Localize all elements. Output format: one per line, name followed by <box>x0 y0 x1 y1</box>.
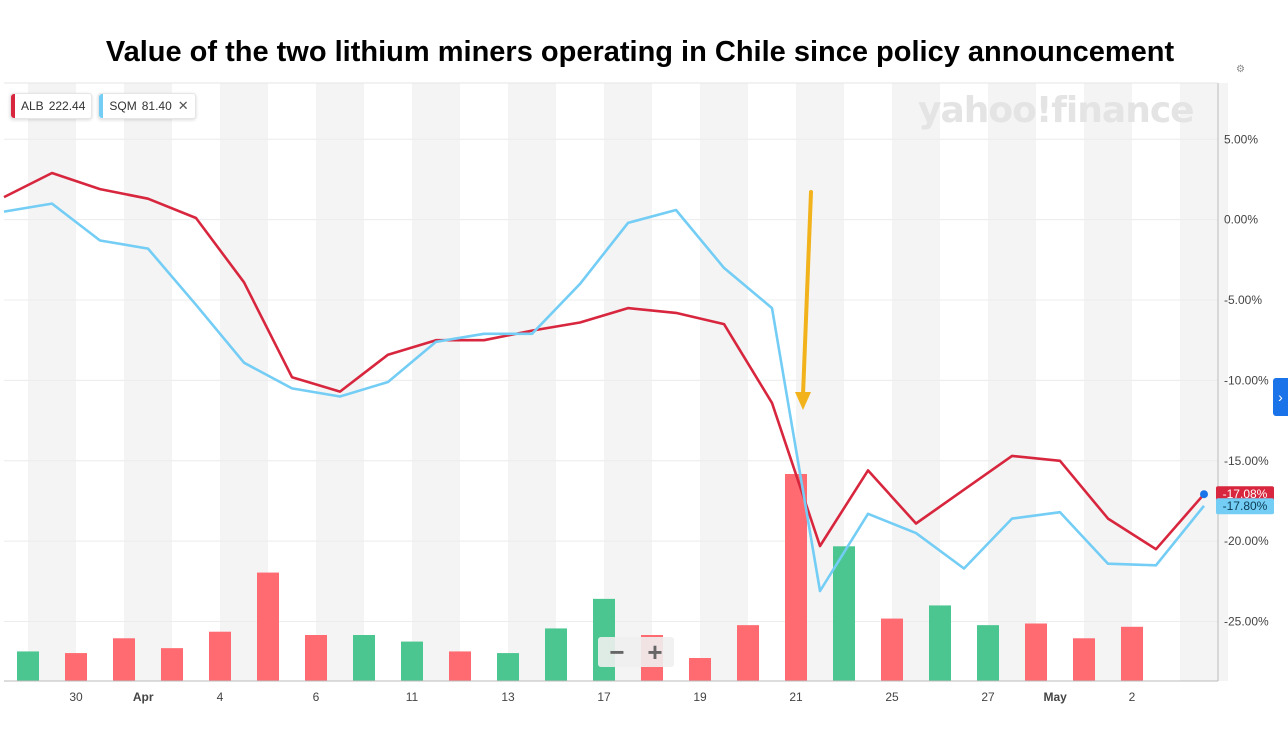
y-tick-label: -20.00% <box>1224 534 1269 548</box>
volume-bar <box>545 628 567 681</box>
volume-bar <box>257 572 279 681</box>
grid-lines <box>4 138 1218 623</box>
yahoo-finance-watermark: yahoo!finance <box>918 90 1195 131</box>
background-band <box>604 83 652 681</box>
annotation-arrow-head <box>795 392 811 410</box>
background-band <box>316 83 364 681</box>
volume-bar <box>1073 638 1095 681</box>
x-tick-label: 13 <box>501 690 515 704</box>
last-value-badge <box>1216 498 1274 515</box>
last-value-label: -17.80% <box>1223 499 1268 513</box>
legend-color-sqm <box>99 94 104 118</box>
volume-bar <box>353 635 375 681</box>
volume-bar <box>65 653 87 681</box>
x-tick-label: 30 <box>69 690 83 704</box>
y-tick-label: -25.00% <box>1224 615 1269 629</box>
volume-bar <box>833 546 855 681</box>
volume-bar <box>785 474 807 681</box>
x-tick-label: 27 <box>981 690 995 704</box>
x-tick-label: 19 <box>693 690 707 704</box>
y-tick-label: -10.00% <box>1224 373 1269 387</box>
background-band <box>892 83 940 681</box>
x-tick-label: 2 <box>1129 690 1136 704</box>
volume-bar <box>17 651 39 681</box>
volume-bar <box>449 651 471 681</box>
background-band <box>508 83 556 681</box>
background-band <box>988 83 1036 681</box>
x-tick-label: 21 <box>789 690 803 704</box>
background-band <box>700 83 748 681</box>
volume-bar <box>929 605 951 681</box>
x-tick-label: 11 <box>406 690 419 704</box>
legend-chip-alb[interactable]: ALB 222.44 <box>10 93 93 119</box>
expand-panel-button[interactable]: › <box>1273 378 1288 416</box>
background-band <box>1180 83 1228 681</box>
chart-title: Value of the two lithium miners operatin… <box>105 36 1175 68</box>
x-tick-label: 6 <box>313 690 320 704</box>
settings-icon[interactable]: ⚙ <box>1236 64 1245 75</box>
zoom-out-button[interactable]: − <box>609 636 625 667</box>
y-tick-label: 5.00% <box>1224 132 1258 146</box>
series-line-alb <box>3 171 1205 551</box>
volume-bar <box>977 625 999 681</box>
volume-bar <box>401 641 423 681</box>
background-band <box>124 83 172 681</box>
annotation-arrow <box>795 190 813 410</box>
volume-bar <box>689 658 711 681</box>
last-point-dot <box>1200 490 1208 499</box>
x-tick-label: Apr <box>133 690 154 704</box>
legend: ALB 222.44 SQM 81.40 ✕ <box>10 93 196 119</box>
zoom-in-button[interactable]: + <box>647 636 663 667</box>
volume-bar <box>1121 626 1143 681</box>
last-value-label: -17.08% <box>1223 487 1268 501</box>
volume-bar <box>1025 623 1047 681</box>
volume-bar <box>737 625 759 681</box>
legend-symbol: ALB <box>21 99 44 113</box>
annotation-arrow-shaft <box>801 190 813 397</box>
volume-bar <box>881 618 903 681</box>
axes: 5.00% 0.00% -5.00% -10.00% -15.00% -20.00% -25… <box>4 82 1269 704</box>
volume-bar <box>497 653 519 681</box>
legend-value: 222.44 <box>48 99 86 113</box>
legend-symbol: SQM <box>109 99 137 113</box>
background-band <box>412 83 460 681</box>
close-icon[interactable]: ✕ <box>177 98 189 113</box>
x-tick-label: 17 <box>597 690 611 704</box>
y-tick-label: -15.00% <box>1224 454 1269 468</box>
last-value-labels: -17.08%-17.80% <box>1216 486 1274 515</box>
legend-color-alb <box>11 94 15 118</box>
y-tick-label: 0.00% <box>1224 213 1258 227</box>
volume-bar <box>161 648 183 681</box>
series-line-sqm <box>3 202 1206 593</box>
y-tick-label: -5.00% <box>1224 293 1262 307</box>
volume-bar <box>113 638 135 681</box>
background-band <box>28 83 76 681</box>
volume-bar <box>305 635 327 681</box>
background-bands <box>28 83 1228 681</box>
series-lines <box>3 171 1208 593</box>
legend-value: 81.40 <box>141 99 172 113</box>
zoom-controls: − + <box>598 637 674 667</box>
x-tick-label: May <box>1044 690 1068 704</box>
legend-chip-sqm[interactable]: SQM 81.40 ✕ <box>98 93 196 119</box>
background-band <box>1084 83 1132 681</box>
volume-bar <box>209 631 231 681</box>
x-tick-label: 25 <box>885 690 899 704</box>
x-tick-label: 4 <box>217 690 224 704</box>
volume-bars <box>17 474 1143 681</box>
